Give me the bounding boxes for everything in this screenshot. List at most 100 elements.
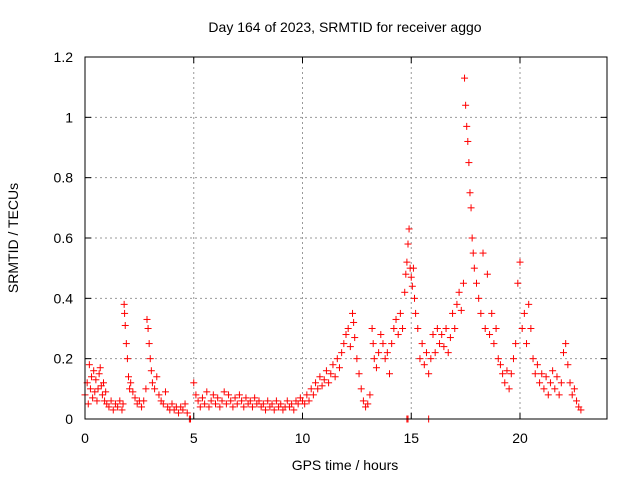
data-point [325, 379, 333, 387]
data-point [359, 397, 367, 405]
data-point [494, 355, 502, 363]
y-tick-label: 1.2 [54, 49, 74, 65]
data-point [312, 379, 320, 387]
data-point [203, 388, 211, 396]
data-point [277, 400, 285, 408]
data-point [95, 370, 103, 378]
data-point [512, 340, 520, 348]
data-point [107, 397, 115, 405]
data-point [364, 400, 372, 408]
data-point [368, 325, 376, 332]
data-point [377, 331, 385, 339]
data-point [220, 388, 228, 396]
data-point [490, 340, 498, 348]
data-point [309, 391, 317, 399]
data-point [240, 403, 248, 411]
data-point [268, 400, 276, 408]
x-tick-label: 20 [512, 430, 528, 446]
data-point [481, 325, 489, 332]
data-point [88, 373, 96, 381]
data-point [355, 370, 363, 378]
data-point [394, 331, 402, 339]
data-point [98, 391, 106, 399]
data-point [483, 270, 491, 278]
data-point [407, 273, 415, 281]
data-point [205, 403, 213, 411]
data-point [327, 370, 335, 378]
data-point [427, 355, 435, 363]
data-point [438, 331, 446, 339]
data-point [102, 388, 110, 396]
data-point [468, 234, 476, 242]
data-point [233, 400, 241, 408]
data-point [449, 309, 457, 317]
data-point [375, 349, 383, 357]
data-point [89, 394, 97, 402]
data-point [96, 364, 104, 372]
data-point [121, 321, 129, 329]
data-point [540, 385, 548, 393]
data-point [307, 385, 315, 393]
data-point [259, 400, 267, 408]
data-point [303, 391, 311, 399]
data-point [316, 373, 324, 381]
x-tick-label: 15 [403, 430, 419, 446]
data-point [340, 340, 348, 348]
data-point [399, 325, 407, 332]
data-point [411, 294, 419, 302]
data-point [440, 343, 448, 351]
data-point [329, 361, 337, 369]
data-point [402, 270, 410, 278]
data-point [338, 349, 346, 357]
data-point [222, 400, 230, 408]
data-point [212, 400, 219, 408]
data-point [566, 379, 574, 387]
data-point [238, 397, 246, 405]
data-point [408, 282, 416, 290]
data-point [459, 279, 467, 287]
data-point [549, 367, 557, 375]
data-point [486, 331, 494, 339]
data-point [422, 349, 430, 357]
data-point [396, 309, 404, 317]
data-point [425, 370, 433, 378]
data-point [119, 400, 127, 408]
data-point [429, 331, 437, 339]
data-point [529, 355, 537, 363]
data-point [568, 391, 576, 399]
data-point [401, 288, 409, 296]
data-point [514, 279, 522, 287]
data-point [531, 370, 539, 378]
data-point [155, 391, 163, 399]
data-point [505, 385, 513, 393]
data-point [457, 306, 465, 314]
data-point [499, 370, 507, 378]
data-point [536, 379, 544, 387]
data-point [383, 349, 391, 357]
data-point [105, 403, 113, 411]
data-point [145, 340, 153, 348]
data-point [477, 309, 485, 317]
data-point [122, 340, 130, 348]
data-point [146, 355, 154, 363]
tick-labels: 0 5 10 15 20 0 0.2 0.4 0.6 0.8 1 1.2 [54, 49, 528, 446]
data-point [322, 367, 330, 375]
data-point [573, 397, 581, 405]
data-point [461, 74, 469, 82]
data-point [216, 403, 224, 411]
data-point [462, 101, 470, 109]
data-point [473, 279, 480, 287]
data-point [516, 258, 524, 266]
data-point [121, 309, 129, 317]
y-tick-label: 1 [65, 109, 73, 125]
data-point [570, 385, 578, 393]
data-point [305, 397, 313, 405]
data-point [509, 355, 517, 363]
data-point [118, 406, 126, 414]
data-point [93, 397, 101, 405]
data-point [463, 122, 471, 130]
data-point [353, 355, 361, 363]
data-point [403, 258, 411, 266]
data-point [225, 391, 233, 399]
data-point [350, 318, 358, 326]
